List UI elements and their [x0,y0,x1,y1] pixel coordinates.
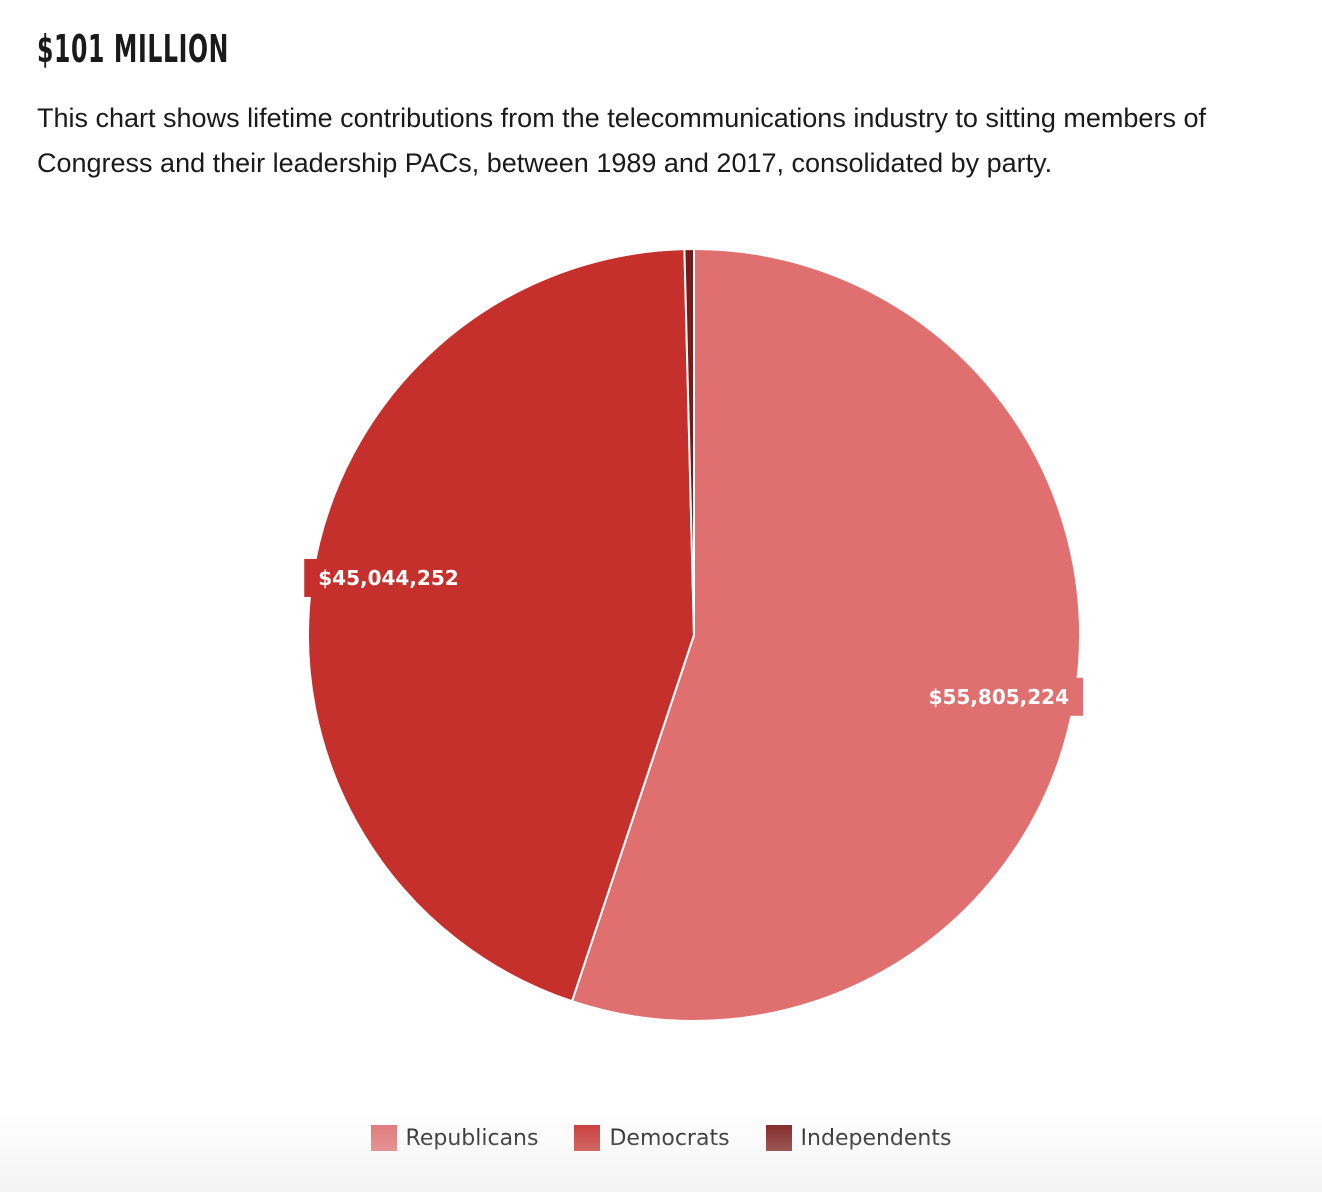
legend-item-republicans[interactable]: Republicans [370,1125,539,1151]
data-label-text-republicans: $55,805,224 [929,685,1069,709]
pie-chart: $55,805,224 $45,044,252 [304,248,1084,1022]
legend-label-democrats: Democrats [609,1125,730,1151]
chart-title: $101 MILLION [37,27,229,71]
legend-swatch-republicans [370,1125,397,1151]
legend-swatch-independents [765,1125,792,1151]
data-label-box-republicans [914,677,1084,716]
pie-data-labels: $55,805,224 $45,044,252 [304,558,1084,716]
legend-item-independents[interactable]: Independents [765,1125,952,1151]
data-label-box-democrats [304,558,473,597]
chart-subtitle: This chart shows lifetime contributions … [37,103,1206,178]
legend-label-independents: Independents [800,1125,952,1151]
legend-item-democrats[interactable]: Democrats [574,1125,730,1151]
pie-slices [307,248,1081,1022]
data-label-democrats: $45,044,252 [304,558,473,597]
data-label-text-democrats: $45,044,252 [318,566,458,590]
data-label-republicans: $55,805,224 [914,677,1084,716]
legend-label-republicans: Republicans [405,1125,539,1151]
legend-swatch-democrats [574,1125,601,1151]
pie-slice-independents[interactable] [683,248,695,636]
chart-legend: Republicans Democrats Independents [0,1118,1322,1158]
